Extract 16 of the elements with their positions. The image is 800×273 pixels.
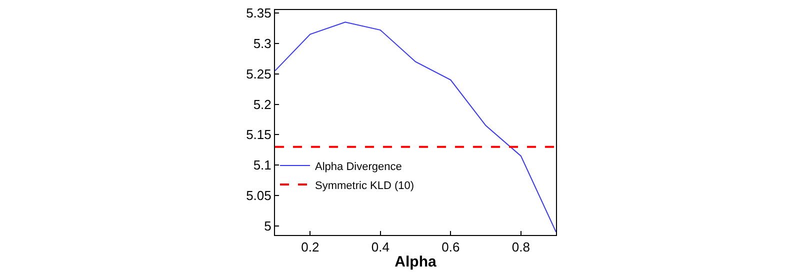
legend-label: Alpha Divergence (315, 160, 402, 173)
x-axis-title: Alpha (394, 254, 437, 271)
line-series (275, 22, 556, 232)
y-tick-label: 5.3 (253, 36, 272, 51)
y-tick-label: 5 (264, 218, 272, 234)
y-tick-label: 5.25 (246, 66, 272, 82)
y-tick-label: 5.35 (246, 6, 272, 21)
x-tick-label: 0.4 (371, 240, 390, 255)
x-tick-label: 0.8 (512, 240, 530, 255)
x-tick-label: 0.6 (442, 240, 460, 255)
y-tick-label: 5.1 (253, 158, 272, 173)
x-tick-label: 0.2 (301, 240, 320, 255)
y-tick-label: 5.2 (253, 96, 272, 112)
y-tick-label: 5.15 (246, 127, 272, 142)
y-tick-label: 5.05 (246, 188, 272, 204)
legend-label: Symmetric KLD (10) (315, 180, 414, 192)
